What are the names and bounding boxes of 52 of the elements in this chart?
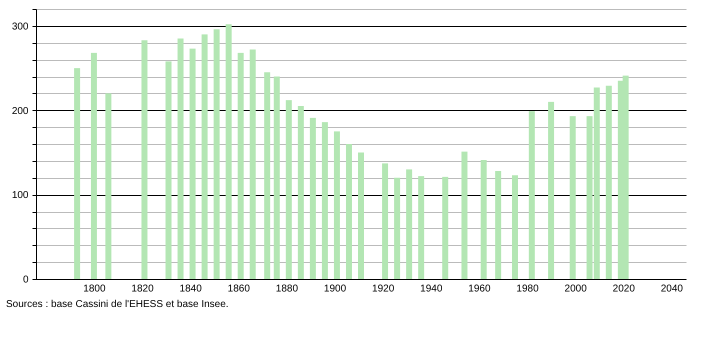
bar (310, 118, 316, 279)
bar (190, 48, 196, 279)
bar (512, 175, 518, 279)
x-tick-label: 1800 (83, 284, 106, 294)
x-tick-label: 1840 (180, 284, 202, 294)
bar (346, 144, 352, 279)
bar (202, 34, 208, 279)
y-tick-label: 100 (12, 190, 29, 202)
x-tick-label: 2020 (612, 284, 636, 294)
bar (322, 122, 328, 279)
bar (264, 72, 270, 279)
bar (214, 29, 220, 279)
x-tick-label: 1940 (420, 284, 443, 294)
x-tick-label: 2000 (564, 284, 588, 294)
bar (286, 100, 292, 279)
bar (418, 176, 424, 279)
bar (166, 61, 172, 279)
bar (480, 160, 487, 279)
bar (461, 152, 468, 279)
bar (406, 169, 412, 279)
bar (334, 131, 340, 279)
bar (105, 93, 112, 279)
bar (141, 40, 148, 279)
bar (178, 38, 184, 279)
x-tick-label: 1980 (516, 284, 540, 294)
x-tick-label: 1960 (468, 284, 491, 294)
bar (274, 76, 280, 279)
bar (74, 68, 80, 279)
bar (382, 163, 388, 279)
bar (442, 176, 448, 279)
bar (250, 50, 256, 279)
y-tick-label: 0 (22, 274, 29, 286)
bar (570, 116, 576, 279)
bar (528, 111, 535, 279)
bar (394, 178, 400, 279)
y-tick-label: 300 (12, 21, 29, 32)
bar (606, 86, 612, 279)
bar (238, 52, 244, 279)
bar (358, 152, 364, 279)
x-tick-label: 1900 (324, 284, 347, 294)
x-tick-label: 1880 (276, 284, 298, 294)
bar (495, 171, 502, 279)
x-tick-label: 2040 (660, 284, 684, 294)
x-tick-label: 1920 (372, 284, 395, 294)
x-tick-label: 1860 (228, 284, 250, 294)
bar (548, 102, 554, 279)
source-note: Sources : base Cassini de l'EHESS et base Insee. (6, 299, 229, 310)
bar (226, 24, 232, 279)
bar (90, 52, 97, 279)
bar (298, 106, 304, 279)
x-tick-label: 1820 (131, 284, 154, 294)
y-tick-label: 200 (12, 106, 29, 117)
